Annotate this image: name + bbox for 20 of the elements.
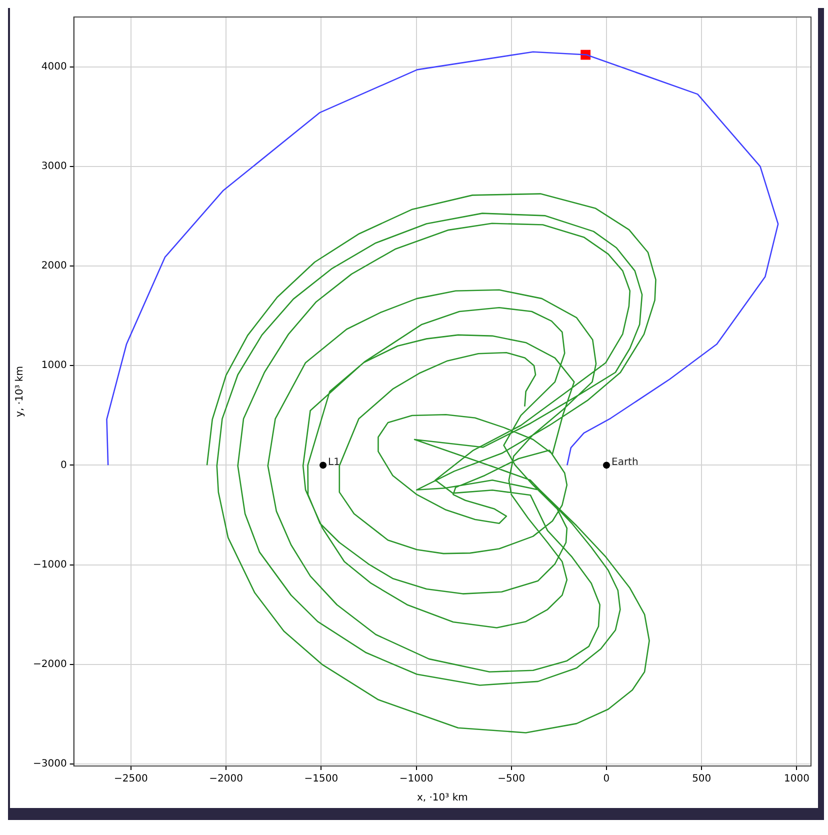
x-tick-label: 0 (603, 774, 610, 785)
y-axis-title: y, ·10³ km (14, 366, 26, 417)
x-tick-label: −2500 (114, 774, 148, 785)
x-tick-label: −2000 (209, 774, 243, 785)
y-tick-label: −2000 (33, 659, 67, 670)
x-tick-label: −500 (498, 774, 526, 785)
y-tick-label: 0 (60, 460, 67, 471)
y-tick-label: −1000 (33, 559, 67, 570)
y-tick-label: 2000 (41, 260, 67, 272)
y-tick-label: 3000 (41, 160, 67, 172)
y-tick-label: 4000 (41, 61, 67, 72)
x-tick-label: −1500 (304, 774, 338, 785)
x-tick-label: −1000 (399, 774, 434, 785)
y-tick-label: −3000 (33, 758, 67, 770)
x-axis-title: x, ·10³ km (416, 792, 468, 804)
x-tick-label: 500 (692, 774, 712, 785)
x-tick-label: 1000 (784, 774, 810, 785)
series-label: L1 (328, 456, 340, 468)
y-tick-label: 1000 (41, 360, 67, 372)
series-label: Earth (611, 456, 638, 468)
